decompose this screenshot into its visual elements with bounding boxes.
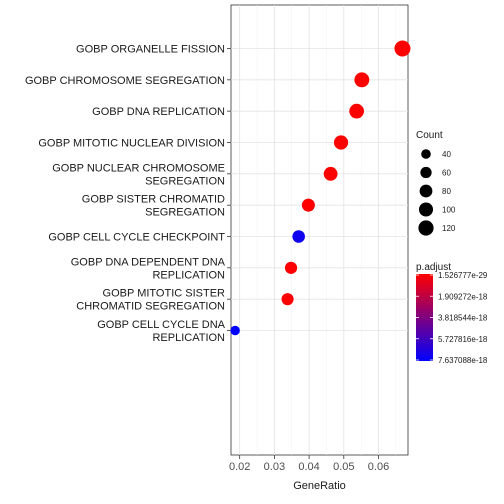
size-legend-label: 60	[442, 169, 451, 178]
color-legend-bar	[416, 274, 433, 361]
y-tick-label: GOBP ORGANELLE FISSION	[76, 44, 225, 56]
y-tick-label-line: SEGREGATION	[145, 207, 225, 219]
color-legend-title: p.adjust	[416, 262, 451, 273]
grid-lines	[231, 5, 408, 455]
y-tick-label-line: REPLICATION	[152, 332, 225, 344]
y-tick-label: GOBP CELL CYCLE CHECKPOINT	[48, 232, 225, 244]
y-tick-label-line: GOBP DNA DEPENDENT DNA	[71, 256, 226, 268]
data-point	[301, 198, 315, 212]
data-point	[349, 103, 365, 119]
size-legend-dot	[420, 166, 432, 179]
color-legend-label: 7.637088e-18	[438, 356, 488, 365]
size-legend-dot	[419, 184, 433, 198]
panel-background	[230, 4, 409, 456]
data-point	[354, 72, 370, 88]
y-tick-label: GOBP CHROMOSOME SEGREGATION	[25, 75, 225, 87]
size-legend-label: 120	[442, 224, 456, 233]
x-tick-label: 0.04	[298, 461, 319, 473]
color-legend-label: 5.727816e-18	[438, 335, 488, 344]
y-tick-label-line: GOBP ORGANELLE FISSION	[76, 44, 225, 56]
y-tick-label-line: GOBP MITOTIC NUCLEAR DIVISION	[38, 138, 225, 150]
y-tick-label-line: SEGREGATION	[145, 175, 225, 187]
color-legend-label: 1.909272e-18	[438, 292, 488, 301]
y-axis-labels: GOBP ORGANELLE FISSION GOBP CHROMOSOME SE…	[25, 44, 231, 344]
size-legend: Count 40 60 80 100 120	[416, 130, 456, 236]
x-axis-title: GeneRatio	[293, 480, 346, 492]
y-tick-label: GOBP DNA DEPENDENT DNA REPLICATION	[71, 256, 226, 281]
y-tick-label-line: GOBP DNA REPLICATION	[92, 106, 225, 118]
size-legend-dot	[418, 202, 434, 217]
y-tick-label-line: REPLICATION	[152, 269, 225, 281]
y-tick-label: GOBP MITOTIC NUCLEAR DIVISION	[38, 138, 225, 150]
x-tick-label: 0.03	[264, 461, 285, 473]
size-legend-label: 40	[442, 150, 451, 159]
y-tick-label-line: GOBP NUCLEAR CHROMOSOME	[52, 162, 225, 174]
y-tick-label: GOBP SISTER CHROMATID SEGREGATION	[82, 194, 225, 219]
x-axis: 0.02 0.03 0.04 0.05 0.06	[229, 455, 389, 473]
y-tick-label: GOBP NUCLEAR CHROMOSOME SEGREGATION	[52, 162, 225, 187]
data-point	[323, 166, 338, 181]
y-tick-label-line: GOBP SISTER CHROMATID	[82, 194, 225, 206]
data-point	[284, 261, 298, 274]
size-legend-label: 100	[442, 206, 456, 215]
size-legend-label: 80	[442, 187, 451, 196]
y-tick-label: GOBP MITOTIC SISTER CHROMATID SEGREGATION	[76, 288, 225, 313]
y-tick-label-line: CHROMATID SEGREGATION	[76, 301, 225, 313]
y-tick-label: GOBP DNA REPLICATION	[92, 106, 225, 118]
y-tick-label-line: GOBP CELL CYCLE CHECKPOINT	[48, 232, 225, 244]
size-legend-dot	[418, 220, 434, 236]
color-legend-label: 1.526777e-29	[438, 271, 488, 280]
data-point	[394, 40, 411, 57]
y-tick-label-line: GOBP CELL CYCLE DNA	[97, 319, 225, 331]
data-point	[230, 325, 240, 336]
y-tick-label-line: GOBP MITOTIC SISTER	[103, 288, 226, 300]
data-point	[281, 293, 294, 306]
size-legend-title: Count	[416, 130, 443, 141]
y-tick-label-line: GOBP CHROMOSOME SEGREGATION	[25, 75, 225, 87]
color-legend: p.adjust 1.526777e-29 1.909272e-18 3.81854…	[416, 262, 488, 365]
x-tick-label: 0.06	[368, 461, 389, 473]
x-tick-label: 0.05	[333, 461, 354, 473]
x-tick-label: 0.02	[229, 461, 250, 473]
size-legend-dot	[421, 149, 431, 159]
y-tick-label: GOBP CELL CYCLE DNA REPLICATION	[97, 319, 225, 344]
data-points	[230, 40, 411, 336]
color-legend-label: 3.818544e-18	[438, 314, 488, 323]
data-point	[292, 230, 305, 243]
data-point	[333, 135, 349, 150]
